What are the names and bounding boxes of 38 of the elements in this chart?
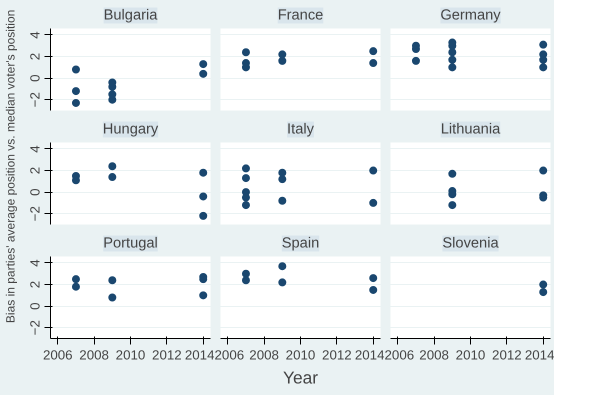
chart-title: Italy	[287, 122, 315, 138]
x-tick-label: 2014	[524, 348, 556, 362]
y-tick-label: 0	[28, 188, 42, 196]
x-tick-label: 2008	[79, 348, 109, 362]
chart-title: Lithuania	[440, 122, 502, 138]
x-tick-label: 2010	[286, 348, 316, 362]
x-tick-label: 2014	[184, 348, 216, 362]
y-tick-label: 4	[28, 144, 42, 153]
x-axis-title: Year	[282, 368, 318, 388]
chart-title: Bulgaria	[104, 8, 158, 24]
y-tick-label: 2	[28, 166, 42, 174]
x-tick-label: 2010	[116, 348, 146, 362]
y-tick-label: −2	[28, 92, 42, 108]
x-tick-label: 2012	[322, 348, 352, 362]
x-tick-label: 2008	[249, 348, 279, 362]
chart-title: Spain	[282, 236, 320, 252]
x-tick-label: 2012	[152, 348, 182, 362]
y-tick-label: 0	[28, 302, 42, 310]
y-tick-label: −2	[28, 320, 42, 336]
x-tick-label: 2006	[214, 348, 244, 362]
x-tick-label: 2012	[492, 348, 522, 362]
chart-title: Portugal	[103, 236, 158, 252]
y-tick-label: 0	[28, 74, 42, 82]
chart-title: Germany	[440, 8, 502, 24]
x-tick-label: 2014	[354, 348, 386, 362]
y-axis-title: Bias in parties' average position vs. median voter's position	[3, 10, 18, 324]
y-tick-label: 2	[28, 52, 42, 60]
y-tick-label: −2	[28, 206, 42, 222]
y-tick-label: 4	[28, 30, 42, 39]
x-tick-label: 2006	[42, 348, 73, 362]
chart-title: Hungary	[102, 122, 159, 138]
x-tick-label: 2008	[419, 348, 449, 362]
y-tick-label: 2	[28, 280, 42, 288]
x-tick-label: 2006	[384, 348, 414, 362]
y-tick-label: 4	[28, 258, 42, 267]
x-tick-label: 2010	[456, 348, 486, 362]
chart-title: Slovenia	[442, 236, 500, 252]
chart-title: France	[278, 8, 324, 24]
